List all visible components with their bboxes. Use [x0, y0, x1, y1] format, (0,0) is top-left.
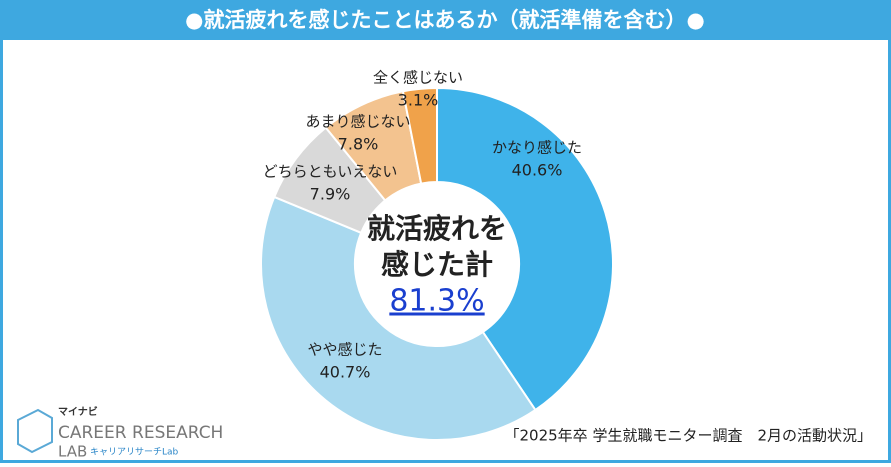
logo-icon [17, 408, 53, 454]
logo-brand: マイナビ [58, 405, 98, 418]
value-label: 40.7% [320, 363, 371, 382]
chart-title: ●就活疲れを感じたことはあるか（就活準備を含む）● [185, 8, 705, 32]
value-label: 7.8% [338, 135, 379, 154]
title-banner [0, 0, 891, 40]
logo: マイナビ CAREER RESEARCH LAB キャリアリサーチLab [17, 405, 223, 461]
slice [436, 86, 614, 412]
slice-label: やや感じた [307, 341, 382, 359]
value-label: 7.9% [310, 185, 351, 204]
center-text: 感じた計 [381, 248, 493, 281]
center-text: 就活疲れを [367, 212, 507, 245]
slice-label: 全く感じない [373, 69, 463, 87]
value-label: 3.1% [398, 91, 439, 110]
slice-label: かなり感じた [492, 139, 582, 157]
slice-label: どちらともいえない [263, 163, 398, 181]
value-label: 40.6% [512, 161, 563, 180]
slice [401, 86, 438, 185]
logo-sub: キャリアリサーチLab [90, 447, 179, 458]
slices [260, 86, 614, 441]
source: 「2025年卒 学生就職モニター調査 2月の活動状況」 [505, 427, 873, 445]
slice-label: あまり感じない [305, 113, 410, 131]
logo-line: CAREER RESEARCH [58, 423, 223, 443]
logo-line: LAB [58, 443, 87, 461]
center-total: 81.3% [389, 284, 484, 319]
slice [260, 195, 537, 441]
